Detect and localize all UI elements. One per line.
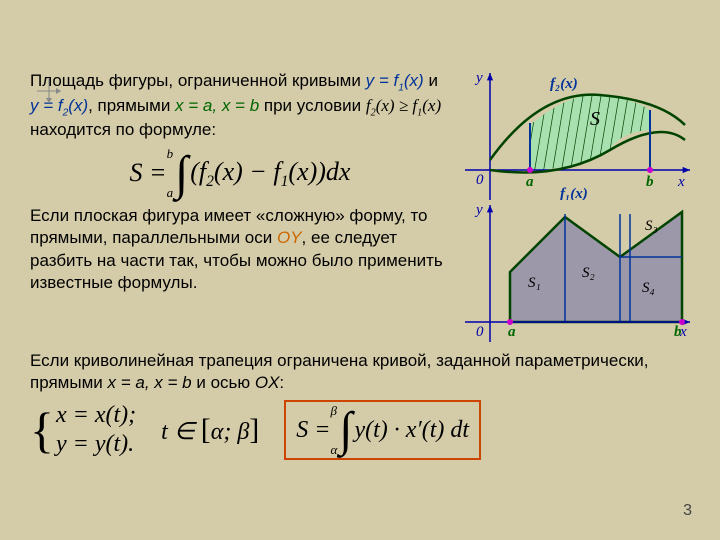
graph-column: 0 x y a b f₂(x) f₁(x) S 0 x y a b S₁ S₂ S₃ S₄ [460, 70, 690, 342]
formula-1: S = b a ∫ (f2(x) − f1(x))dx [30, 147, 450, 199]
p3-e: : [279, 373, 284, 392]
svg-text:f₂(x): f₂(x) [550, 76, 578, 92]
f1-top: b [167, 147, 174, 160]
decorative-arrow-cross [34, 76, 64, 106]
f2-limits: β α [330, 404, 337, 456]
svg-text:S₂: S₂ [582, 265, 595, 281]
svg-text:0: 0 [476, 172, 484, 188]
f1-bot: a [167, 186, 174, 199]
parametric-system: { x = x(t); y = y(t). [30, 402, 136, 458]
svg-text:f₁(x): f₁(x) [560, 186, 588, 200]
formula-2-boxed: S = β α ∫ y(t) · x′(t) dt [284, 400, 481, 460]
row-1: Площадь фигуры, ограниченной кривыми y =… [30, 70, 690, 342]
p1-and: и [428, 71, 438, 90]
brace-icon: { [30, 410, 54, 450]
f1-body: (f2(x) − f1(x))dx [190, 155, 350, 192]
row-3-formulas: { x = x(t); y = y(t). t ∈ [α; β] S = β α… [30, 400, 690, 460]
p3-c: и осью [196, 373, 255, 392]
svg-text:y: y [474, 202, 483, 218]
text-column-1: Площадь фигуры, ограниченной кривыми y =… [30, 70, 450, 342]
slide-page: Площадь фигуры, ограниченной кривыми y =… [0, 0, 720, 540]
svg-text:S₁: S₁ [528, 275, 541, 291]
svg-text:0: 0 [476, 324, 484, 340]
svg-text:a: a [508, 324, 516, 340]
paragraph-3: Если криволинейная трапеция ограничена к… [30, 350, 690, 394]
f1-limits: b a [167, 147, 174, 199]
f1-lhs: S = [130, 156, 167, 190]
svg-text:b: b [674, 324, 682, 340]
f2-top: β [330, 404, 337, 417]
p1-text: Площадь фигуры, ограниченной кривыми [30, 71, 366, 90]
sys-line-1: x = x(t); [56, 402, 136, 429]
svg-text:b: b [646, 174, 654, 190]
graph-1: 0 x y a b f₂(x) f₁(x) S [460, 70, 690, 200]
p1-i: при условии [264, 96, 366, 115]
page-number: 3 [683, 502, 692, 520]
integral-icon: ∫ [175, 157, 188, 191]
t-range: t ∈ [α; β] [161, 413, 259, 447]
svg-text:x: x [677, 174, 685, 190]
p1-j: находится по формуле: [30, 120, 216, 139]
p2-oy: OY [277, 228, 302, 247]
p3-ox: OX [255, 373, 280, 392]
svg-text:y: y [474, 70, 483, 86]
f2-bot: α [330, 443, 337, 456]
integral-icon: ∫ [339, 413, 352, 447]
f2-lhs: S = [296, 417, 330, 444]
sys-line-2: y = y(t). [56, 431, 136, 458]
svg-text:S₄: S₄ [642, 280, 655, 296]
graph-2: 0xyabS₁S₂S₃S₄ [460, 202, 690, 342]
f2-body: y(t) · x′(t) dt [354, 417, 469, 444]
p1-bounds: x = a, x = b [175, 96, 259, 115]
p3-bounds: x = a, x = b [108, 373, 192, 392]
svg-text:S: S [590, 108, 600, 130]
p1-eq1: y = f1(x) [366, 71, 424, 90]
p1-g: , прямыми [88, 96, 175, 115]
svg-text:S₃: S₃ [645, 218, 658, 234]
paragraph-2: Если плоская фигура имеет «сложную» форм… [30, 205, 450, 293]
p1-cond: f2(x) ≥ f1(x) [366, 96, 441, 115]
svg-text:a: a [526, 174, 534, 190]
